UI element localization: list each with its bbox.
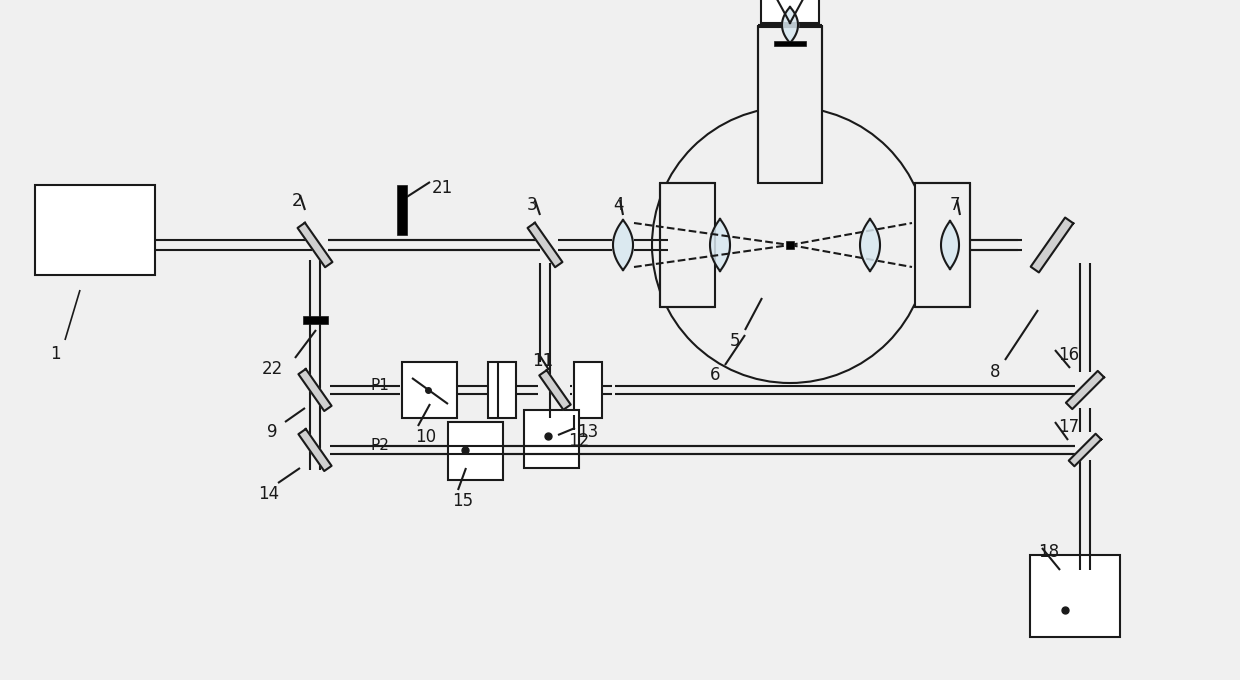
Polygon shape bbox=[1069, 434, 1101, 466]
Bar bbox=[915, 183, 970, 307]
Text: 15: 15 bbox=[453, 492, 474, 510]
Bar bbox=[758, 27, 822, 183]
Bar bbox=[489, 362, 516, 418]
Text: 3: 3 bbox=[527, 196, 538, 214]
Bar bbox=[774, 41, 806, 46]
Text: 5: 5 bbox=[730, 332, 740, 350]
Polygon shape bbox=[527, 223, 563, 267]
Text: 13: 13 bbox=[577, 423, 598, 441]
Bar bbox=[303, 316, 329, 324]
Text: 18: 18 bbox=[1038, 543, 1059, 561]
Text: 21: 21 bbox=[432, 179, 454, 197]
Text: 22: 22 bbox=[262, 360, 283, 378]
Text: 1: 1 bbox=[50, 345, 61, 363]
Bar bbox=[525, 410, 579, 468]
Text: 2: 2 bbox=[291, 192, 303, 210]
Text: 8: 8 bbox=[990, 363, 1001, 381]
Text: 10: 10 bbox=[415, 428, 436, 446]
Bar bbox=[448, 422, 503, 480]
Bar bbox=[402, 362, 458, 418]
Text: 9: 9 bbox=[267, 423, 278, 441]
Bar bbox=[786, 241, 794, 249]
Bar bbox=[574, 362, 601, 418]
Text: 7: 7 bbox=[950, 196, 961, 214]
Bar bbox=[1030, 555, 1120, 637]
Polygon shape bbox=[1066, 371, 1104, 409]
Text: 12: 12 bbox=[568, 432, 589, 450]
Bar bbox=[660, 183, 715, 307]
Text: 11: 11 bbox=[532, 352, 553, 370]
Text: P2: P2 bbox=[370, 438, 389, 453]
Bar bbox=[761, 0, 818, 23]
Text: 6: 6 bbox=[711, 366, 720, 384]
Polygon shape bbox=[539, 370, 570, 410]
Text: 14: 14 bbox=[258, 485, 279, 503]
Text: 4: 4 bbox=[613, 196, 624, 214]
Text: P1: P1 bbox=[370, 378, 389, 393]
Polygon shape bbox=[298, 223, 332, 267]
Bar bbox=[35, 185, 155, 275]
Polygon shape bbox=[299, 429, 331, 471]
Bar bbox=[397, 185, 407, 235]
Polygon shape bbox=[1030, 218, 1074, 273]
Polygon shape bbox=[299, 369, 331, 411]
Text: 17: 17 bbox=[1058, 418, 1079, 436]
Text: 16: 16 bbox=[1058, 346, 1079, 364]
